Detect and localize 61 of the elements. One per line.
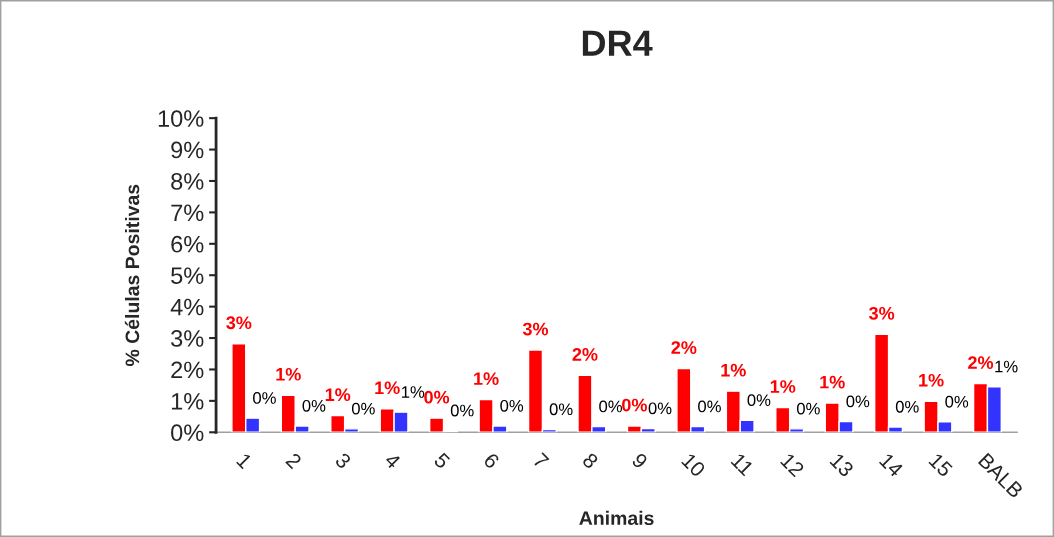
x-tick-label: 11 — [730, 452, 755, 477]
y-tick-label: 3% — [171, 330, 204, 347]
x-tick-label: 15 — [928, 452, 954, 478]
y-tick-label: 10% — [158, 110, 204, 127]
data-label: 1% — [919, 373, 944, 387]
data-label: 0% — [500, 399, 524, 412]
x-tick-label: 5 — [433, 452, 451, 470]
y-tick-label: 8% — [171, 173, 204, 190]
x-tick-label: 7 — [532, 452, 550, 470]
x-tick-label: 9 — [631, 452, 649, 470]
data-label: 0% — [698, 400, 721, 413]
data-label: 1% — [375, 381, 400, 395]
y-axis-title: % Células Positivas — [124, 184, 140, 367]
data-label: 1% — [995, 360, 1018, 373]
data-label: 0% — [549, 403, 573, 416]
data-label: 1% — [402, 386, 425, 398]
data-label: 0% — [599, 400, 623, 413]
data-label: 2% — [671, 341, 697, 354]
x-tick-label: 12 — [780, 452, 805, 478]
x-tick-label: 14 — [879, 452, 904, 478]
y-tick-label: 6% — [171, 235, 204, 253]
data-label: 1% — [770, 380, 796, 393]
data-label: 0% — [351, 402, 375, 415]
data-label: 1% — [276, 367, 301, 381]
data-label: 2% — [968, 356, 994, 369]
y-tick-label: 7% — [171, 204, 204, 222]
y-tick-label: 1% — [171, 393, 204, 410]
data-label: 0% — [622, 398, 647, 412]
data-label: 3% — [868, 306, 895, 320]
x-tick-label: 13 — [829, 452, 855, 478]
data-label: 0% — [450, 404, 474, 417]
x-tick-label: 10 — [681, 452, 707, 478]
data-label: 2% — [572, 348, 598, 361]
data-label: 3% — [226, 316, 252, 330]
chart-title: DR4 — [582, 30, 653, 56]
data-label: 1% — [820, 375, 845, 389]
x-tick-label: 6 — [482, 452, 501, 470]
data-label: 0% — [302, 399, 326, 412]
data-label: 0% — [945, 395, 969, 408]
data-label: 3% — [522, 322, 549, 336]
data-label: 0% — [796, 402, 820, 415]
data-label: 1% — [474, 372, 499, 386]
y-tick-label: 0% — [171, 424, 204, 442]
x-axis-title: Animais — [579, 510, 654, 526]
y-tick-label: 9% — [171, 141, 204, 159]
y-tick-label: 2% — [171, 361, 204, 379]
data-label: 0% — [424, 390, 450, 404]
y-tick-label: 4% — [170, 298, 204, 316]
x-tick-label: 8 — [581, 452, 600, 470]
data-label: 0% — [253, 392, 276, 404]
data-label: 0% — [648, 402, 672, 415]
x-tick-label: 2 — [285, 452, 303, 470]
data-label: 0% — [846, 395, 870, 408]
data-label: 0% — [895, 400, 919, 413]
data-label: 0% — [747, 394, 771, 407]
data-label: 1% — [325, 388, 351, 402]
x-tick-label: 1 — [236, 452, 253, 470]
x-tick-label: 3 — [334, 451, 352, 470]
x-tick-label: 4 — [383, 451, 402, 470]
data-label: 1% — [721, 363, 746, 377]
y-tick-label: 5% — [171, 267, 204, 284]
